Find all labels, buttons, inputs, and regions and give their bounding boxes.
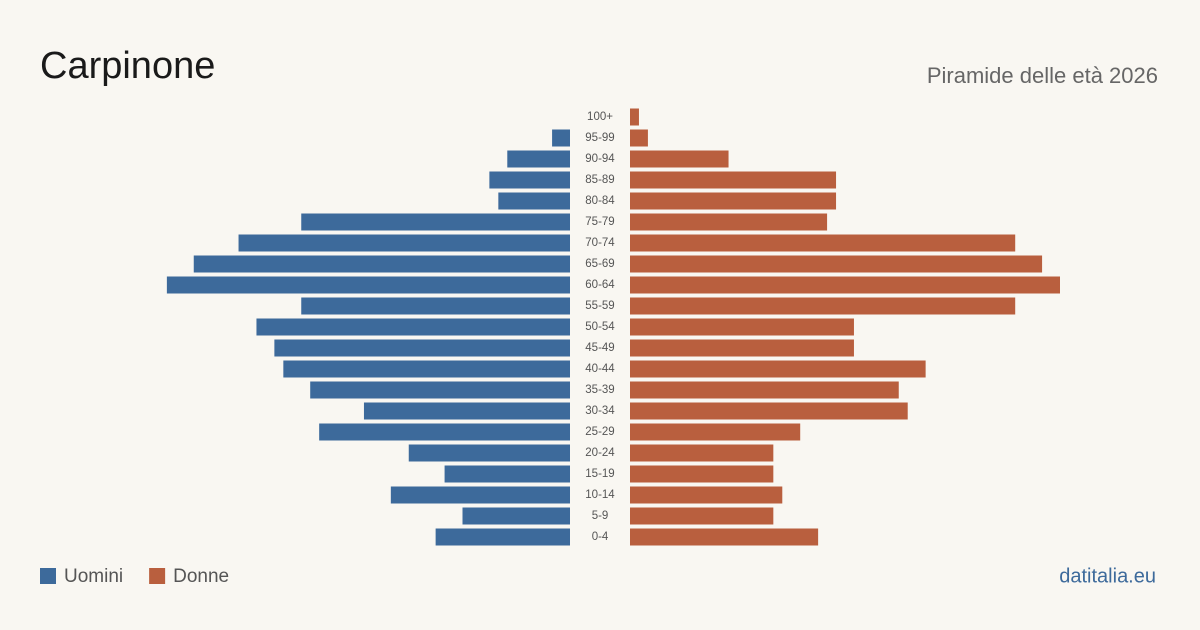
age-label: 70-74 [585,237,615,249]
age-label: 55-59 [585,300,614,312]
bar [256,318,570,336]
bar [630,318,854,336]
age-label: 80-84 [585,195,615,207]
bar [462,507,570,525]
bar [630,423,801,441]
bar [274,339,570,357]
bar [630,213,828,231]
bar [630,381,899,399]
bar [630,108,639,126]
legend-swatch [149,568,166,584]
bar [630,192,837,210]
bar [630,402,908,420]
age-label: 0-4 [592,531,609,543]
bar [444,465,570,483]
bar [630,360,926,378]
bar [630,486,783,504]
age-label: 25-29 [585,426,614,438]
bar [408,444,570,462]
bar [630,171,837,189]
bar [630,150,729,168]
legend-label: Donne [173,566,229,587]
bar [319,423,570,441]
age-label: 95-99 [585,132,614,144]
bar [390,486,570,504]
age-label: 10-14 [585,489,615,501]
bar [301,213,570,231]
age-label: 90-94 [585,153,615,165]
bar [310,381,570,399]
bar [552,129,570,147]
age-label: 40-44 [585,363,615,375]
bar [363,402,570,420]
bar [630,465,774,483]
bar [193,255,570,273]
age-label: 65-69 [585,258,614,270]
source: datitalia.eu [1059,565,1156,587]
age-label: 75-79 [585,216,614,228]
bar [630,444,774,462]
age-label: 30-34 [585,405,615,417]
bar [489,171,570,189]
bar [630,507,774,525]
bar [630,297,1016,315]
chart-title: Carpinone [40,45,215,87]
bar [283,360,570,378]
bar [630,276,1060,294]
bar [630,234,1016,252]
bar [630,339,854,357]
age-label: 35-39 [585,384,614,396]
age-label: 60-64 [585,279,615,291]
bar [435,528,570,546]
bar [498,192,570,210]
age-label: 45-49 [585,342,614,354]
bar [630,528,819,546]
chart-subtitle: Piramide delle età 2026 [927,63,1158,88]
bar [630,255,1043,273]
age-label: 5-9 [592,510,609,522]
bar [630,129,648,147]
age-label: 20-24 [585,447,615,459]
bar [301,297,570,315]
legend-swatch [40,568,56,584]
age-label: 15-19 [585,468,614,480]
age-label: 85-89 [585,174,614,186]
age-label: 100+ [587,111,613,123]
bar [507,150,570,168]
bar [238,234,570,252]
age-label: 50-54 [585,321,615,333]
bar [166,276,570,294]
legend-label: Uomini [64,566,123,587]
